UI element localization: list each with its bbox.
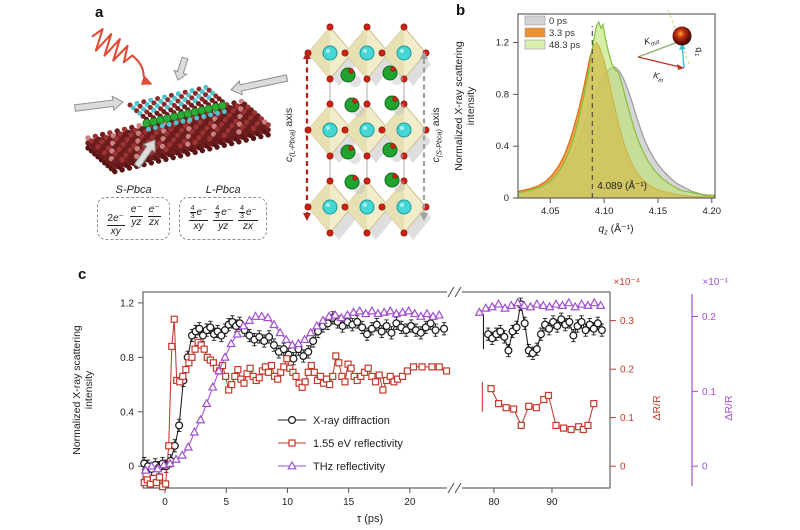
x-tick-label-b: 4.05 — [541, 206, 560, 217]
strain-arrows — [74, 74, 289, 169]
x-tick-label-c: 90 — [546, 497, 558, 508]
c-axis-s-pbca-line — [420, 51, 428, 221]
legend-entry-label-b: 48.3 ps — [549, 40, 580, 51]
q-z-label: qz — [691, 46, 705, 58]
y-tick-label-c: 0.8 — [120, 353, 134, 364]
series-triangle — [140, 297, 606, 474]
legend-entry-label-c: 1.55 eV reflectivity — [313, 438, 403, 450]
occupancy-box-s-pbca: 2 e ⁻ xy e ⁻ yz e ⁻ zx — [97, 197, 171, 240]
purple-axis-tick-label: 0 — [702, 462, 708, 473]
legend-entry-label-b: 0 ps — [549, 16, 567, 27]
x-tick-label-b: 4.10 — [595, 206, 614, 217]
orbital-fraction: e ⁻ yz — [129, 204, 143, 228]
c-axis-l-pbca-label: c(L-Pbca) axis — [283, 108, 297, 162]
panel-c-label: c — [78, 266, 87, 283]
panel-a-label: a — [95, 4, 104, 21]
y-tick-label-b: 0.4 — [496, 141, 509, 152]
crystal-slab-illustration — [74, 28, 289, 175]
y-tick-label-c: 0.4 — [120, 407, 134, 418]
orbital-fraction: e ⁻ zx — [147, 204, 161, 228]
legend-c: X-ray diffraction 1.55 eV reflectivity THz… — [278, 415, 403, 473]
crystal-structure-diagram: c(L-Pbca) axis c(S-Pbca) axis — [283, 23, 444, 240]
y-tick-label-b: 1.2 — [496, 38, 509, 49]
laser-pulse-icon — [91, 28, 153, 85]
x-tick-label-c: 10 — [282, 497, 294, 508]
x-tick-label-b: 4.15 — [649, 206, 668, 217]
x-axis-label-c: τ (ps) — [357, 513, 383, 525]
y-tick-label-c: 0 — [128, 462, 134, 473]
orbital-fraction: 4 3 e ⁻ yz — [213, 205, 234, 233]
octahedra — [304, 23, 430, 237]
occupancy-box-l-pbca: 4 3 e ⁻ xy 4 3 e ⁻ yz 4 3 e ⁻ zx — [179, 197, 268, 240]
c-axis-s-pbca-label: c(S-Pbca) axis — [430, 108, 444, 163]
occupancy-group-l-pbca: L-Pbca 4 3 e ⁻ xy 4 3 e ⁻ yz 4 3 e ⁻ zx — [179, 184, 268, 240]
y-tick-label-b: 0.8 — [496, 89, 509, 100]
x-tick-label-c: 0 — [162, 497, 168, 508]
orbital-fraction: 4 3 e ⁻ zx — [238, 205, 258, 233]
red-axis-title: ΔR/R — [651, 395, 663, 421]
red-axis-tick-label: 0.2 — [620, 365, 634, 376]
red-axis-tick-label: 0.3 — [620, 316, 634, 327]
x-tick-label-c: 15 — [343, 497, 355, 508]
area-series — [517, 20, 715, 198]
red-axis-multiplier: ×10⁻⁴ — [613, 277, 640, 288]
red-axis-tick-label: 0 — [620, 462, 626, 473]
strain-arrow-top — [173, 56, 189, 81]
scattering-geometry-inset: Kout Kin qz — [637, 9, 705, 85]
red-axis-tick-label: 0.1 — [620, 413, 634, 424]
plot-frame-c — [142, 291, 611, 489]
purple-axis-tick-label: 0.2 — [702, 312, 716, 323]
purple-axis-title: ΔR/R — [723, 395, 735, 421]
k-out-label: Kout — [643, 33, 661, 49]
legend-entry-label-b: 3.3 ps — [549, 28, 575, 39]
legend-entry-label-c: THz reflectivity — [313, 461, 386, 473]
occupancy-title-l-pbca: L-Pbca — [205, 184, 241, 196]
x-axis-label-b: qz (Å⁻¹) — [598, 222, 633, 237]
occupancy-title-s-pbca: S-Pbca — [115, 184, 152, 196]
peak-position-annotation: 4.089 (Å⁻¹) — [597, 179, 647, 192]
x-tick-label-c: 20 — [404, 497, 416, 508]
green-atoms — [340, 65, 405, 194]
substrate-lattice — [85, 98, 271, 175]
orbital-fraction: 4 3 e ⁻ xy — [188, 205, 209, 233]
time-resolved-chart: 0 5 10 15 20 80 90 0 0.4 0.8 1.2 τ (ps) Normalized X… — [71, 277, 735, 525]
sample-sphere-icon — [672, 26, 692, 46]
photoexcited-layer-lattice — [127, 84, 227, 132]
x-tick-label-c: 80 — [488, 497, 500, 508]
y-axis-label-b-line1: Normalized X-ray scattering — [453, 41, 465, 171]
y-tick-label-b: 0 — [504, 193, 509, 204]
purple-axis-multiplier: ×10⁻¹ — [702, 277, 728, 288]
occupancy-group-s-pbca: S-Pbca 2 e ⁻ xy e ⁻ yz e ⁻ zx — [97, 184, 171, 240]
plot-frame-b — [517, 13, 716, 199]
x-tick-label-c: 5 — [223, 497, 229, 508]
k-in-label: Kin — [652, 70, 666, 85]
orbital-fraction: 2 e ⁻ xy — [106, 213, 125, 237]
y-axis-label-b-line2: intensity — [465, 86, 477, 125]
purple-axis-tick-label: 0.1 — [702, 387, 716, 398]
x-tick-label-b: 4.20 — [703, 206, 722, 217]
xray-scattering-chart: 4.089 (Å⁻¹) 4.05 4.10 4.15 4.20 0 0.4 0.8 1.2 qz … — [453, 9, 722, 237]
legend-entry-label-c: X-ray diffraction — [313, 415, 390, 427]
c-axis-l-pbca-line — [303, 51, 311, 221]
series-square — [140, 315, 598, 491]
y-tick-label-c: 1.2 — [120, 298, 134, 309]
y-axis-label-c-line2: intensity — [83, 370, 95, 409]
panel-b-label: b — [456, 2, 466, 19]
y-axis-label-c-line1: Normalized X-ray scattering — [71, 325, 83, 455]
orbital-occupancy-boxes: S-Pbca 2 e ⁻ xy e ⁻ yz e ⁻ zx L-Pbca 4 3 e ⁻ xy 4 3 e ⁻ yz… — [97, 184, 268, 240]
